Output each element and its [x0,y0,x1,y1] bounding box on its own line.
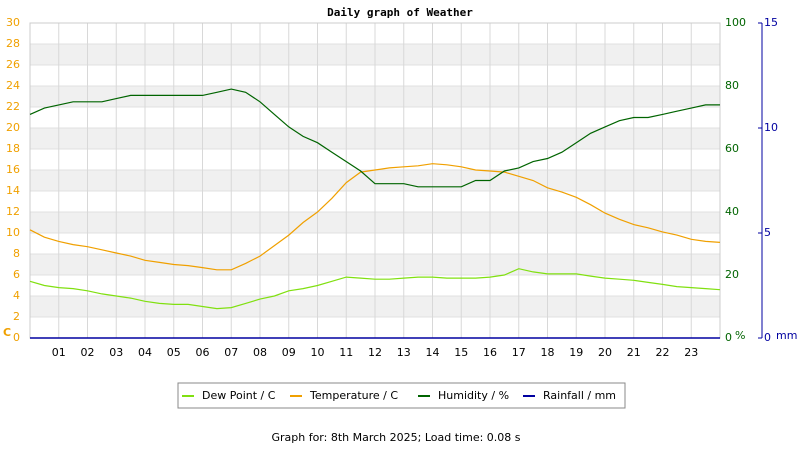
x-tick-label: 09 [282,346,296,359]
y-tick-label: 10 [6,226,20,239]
x-tick-label: 19 [569,346,583,359]
legend-label: Rainfall / mm [543,389,616,402]
y3-unit: mm [776,329,797,342]
y-tick-label: 28 [6,37,20,50]
y-tick-label: 2 [13,310,20,323]
y-tick-label: 24 [6,79,20,92]
y2-tick-label: 80 [725,79,739,92]
y3-tick-label: 15 [764,16,778,29]
series-line [29,268,721,310]
series-line [29,88,720,188]
x-tick-label: 01 [52,346,66,359]
y2-unit: % [735,329,745,342]
y-tick-label: 26 [6,58,20,71]
x-tick-label: 10 [311,346,325,359]
y-tick-label: 22 [6,100,20,113]
x-tick-label: 11 [339,346,353,359]
y2-tick-label: 40 [725,205,739,218]
x-tick-label: 05 [167,346,181,359]
x-tick-label: 21 [627,346,641,359]
x-tick-label: 22 [656,346,670,359]
x-tick-label: 08 [253,346,267,359]
x-tick-label: 02 [81,346,95,359]
y-tick-label: 16 [6,163,20,176]
x-tick-label: 14 [426,346,440,359]
y-tick-label: 6 [13,268,20,281]
y-tick-label: 14 [6,184,20,197]
y-tick-label: 30 [6,16,20,29]
y2-tick-label: 60 [725,142,739,155]
x-tick-label: 17 [512,346,526,359]
y3-tick-label: 0 [764,331,771,344]
legend-label: Dew Point / C [202,389,276,402]
y-tick-label: 0 [13,331,20,344]
legend-box [177,382,626,409]
x-tick-label: 15 [454,346,468,359]
y-tick-label: 4 [13,289,20,302]
y2-tick-label: 20 [725,268,739,281]
x-tick-label: 12 [368,346,382,359]
y-tick-label: 18 [6,142,20,155]
x-tick-label: 18 [541,346,555,359]
x-tick-label: 04 [138,346,152,359]
y2-tick-label: 0 [725,331,732,344]
x-tick-label: 07 [224,346,238,359]
y2-tick-label: 100 [725,16,746,29]
y3-tick-label: 5 [764,226,771,239]
chart-title: Daily graph of Weather [327,6,473,19]
y-tick-label: 12 [6,205,20,218]
y-tick-label: 8 [13,247,20,260]
y-tick-label: 20 [6,121,20,134]
x-tick-label: 06 [196,346,210,359]
y-unit: C [3,326,11,339]
legend-label: Humidity / % [438,389,509,402]
footer: Graph for: 8th March 2025; Load time: 0.… [271,431,520,444]
x-tick-label: 03 [109,346,123,359]
x-tick-label: 13 [397,346,411,359]
x-tick-label: 16 [483,346,497,359]
y3-tick-label: 10 [764,121,778,134]
series-line [29,163,721,271]
legend-label: Temperature / C [309,389,398,402]
x-tick-label: 20 [598,346,612,359]
x-tick-label: 23 [684,346,698,359]
